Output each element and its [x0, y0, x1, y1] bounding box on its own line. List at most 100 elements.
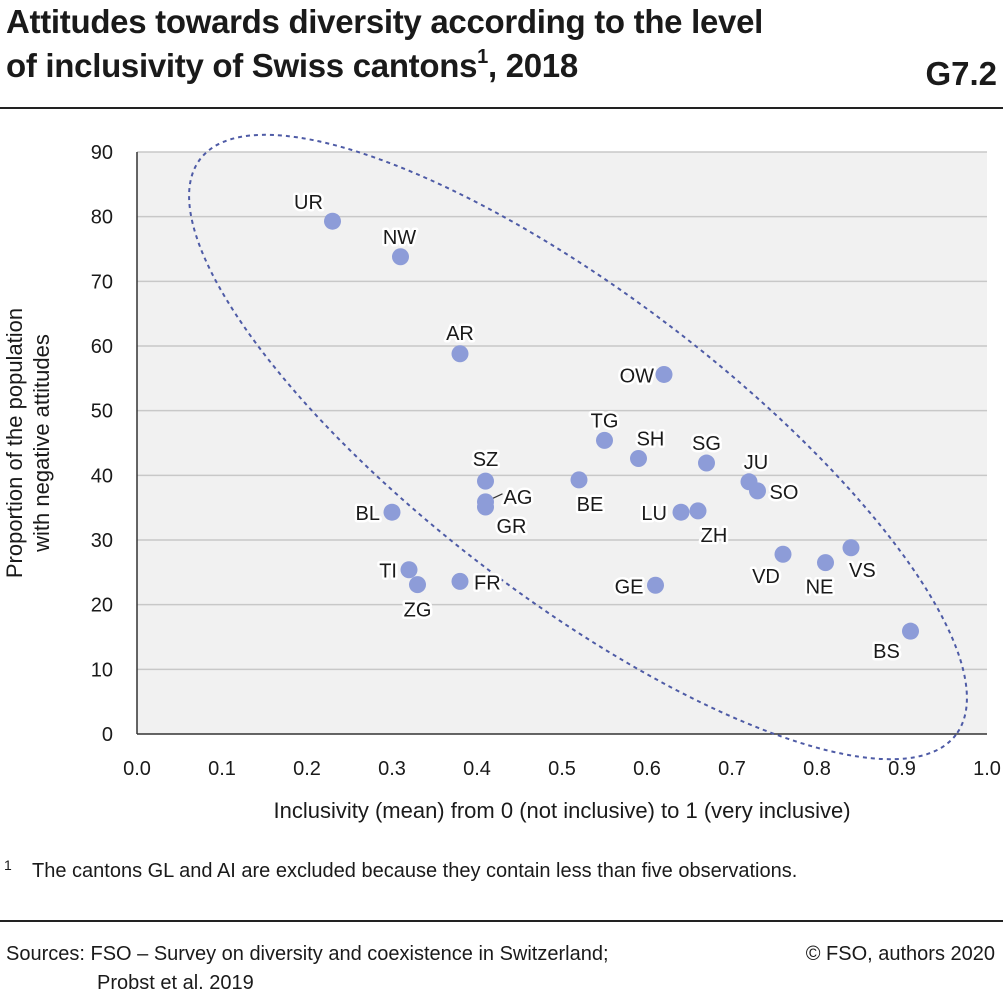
title-line-1: Attitudes towards diversity according to… — [6, 3, 764, 40]
y-tick-label: 90 — [91, 142, 113, 164]
point-ge — [647, 576, 664, 594]
copyright: © FSO, authors 2020 — [805, 943, 995, 965]
point-fr — [451, 572, 469, 590]
x-tick-label: 0.6 — [633, 758, 661, 780]
point-label-halo: TG — [591, 410, 619, 432]
y-axis-title-line-1: Proportion of the population — [2, 308, 27, 578]
point-vs — [842, 539, 860, 557]
point-ar — [451, 345, 469, 363]
point-label-sz: SZ — [473, 449, 499, 471]
point-label-halo: AR — [446, 323, 474, 345]
point-bl — [383, 503, 401, 521]
point-label-so: SO — [770, 482, 799, 504]
footnote-marker: 1 — [4, 857, 12, 873]
point-label-halo: BS — [873, 641, 900, 663]
x-tick-label: 0.3 — [378, 758, 406, 780]
chart-title: Attitudes towards diversity according to… — [6, 0, 906, 88]
point-label-zh: ZH — [701, 525, 728, 547]
point-label-halo: GE — [615, 576, 644, 598]
y-tick-label: 60 — [91, 336, 113, 358]
point-label-halo: SO — [770, 482, 799, 504]
point-so — [749, 482, 766, 500]
point-label-bl: BL — [356, 503, 380, 525]
footnote-text: The cantons GL and AI are excluded becau… — [32, 860, 798, 882]
point-label-halo: NE — [806, 577, 834, 599]
point-ow — [655, 365, 673, 383]
point-label-halo: VS — [849, 560, 876, 582]
point-label-tg: TG — [591, 410, 619, 432]
title-footnote-marker: 1 — [477, 46, 488, 68]
point-label-ow: OW — [620, 365, 655, 387]
x-tick-label: 0.5 — [548, 758, 576, 780]
point-label-halo: SG — [692, 433, 721, 455]
point-label-halo: TI — [379, 561, 397, 583]
point-label-halo: BE — [577, 494, 604, 516]
bottom-divider — [0, 920, 1003, 922]
x-tick-label: 0.4 — [463, 758, 491, 780]
x-tick-label: 0.2 — [293, 758, 321, 780]
point-label-halo: ZG — [404, 600, 432, 622]
point-label-halo: ZH — [701, 525, 728, 547]
y-tick-label: 70 — [91, 271, 113, 293]
point-label-fr: FR — [474, 572, 501, 594]
sources-line-2: Probst et al. 2019 — [97, 972, 254, 994]
x-tick-label: 0.8 — [803, 758, 831, 780]
point-label-gr: GR — [497, 516, 527, 538]
point-label-halo: VD — [752, 566, 780, 588]
point-tg — [596, 431, 613, 449]
point-label-be: BE — [577, 494, 604, 516]
point-zg — [409, 576, 426, 594]
y-tick-label: 0 — [102, 724, 113, 746]
point-label-sh: SH — [637, 429, 665, 451]
point-ne — [817, 554, 834, 572]
x-axis-title: Inclusivity (mean) from 0 (not inclusive… — [273, 798, 850, 823]
x-tick-label: 1.0 — [973, 758, 1001, 780]
point-label-ti: TI — [379, 561, 397, 583]
title-line-2: of inclusivity of Swiss cantons1, 2018 — [6, 44, 906, 88]
point-label-halo: LU — [641, 503, 667, 525]
point-label-ur: UR — [294, 192, 323, 214]
point-label-halo: OW — [620, 365, 655, 387]
point-label-halo: BL — [356, 503, 380, 525]
point-label-halo: GR — [497, 516, 527, 538]
point-vd — [774, 545, 792, 563]
point-label-vd: VD — [752, 566, 780, 588]
y-axis-title: Proportion of the populationwith negativ… — [2, 308, 54, 578]
point-label-lu: LU — [641, 503, 667, 525]
point-lu — [672, 503, 690, 521]
y-tick-label: 80 — [91, 207, 113, 229]
point-label-nw: NW — [383, 227, 416, 249]
point-label-halo: AG — [504, 487, 533, 509]
point-label-halo: FR — [474, 572, 501, 594]
title-line-2-tail: , 2018 — [487, 47, 578, 84]
point-sh — [630, 450, 647, 468]
point-zh — [689, 502, 707, 520]
y-tick-label: 10 — [91, 659, 113, 681]
point-label-zg: ZG — [404, 600, 432, 622]
point-label-halo: SH — [637, 429, 665, 451]
y-tick-label: 40 — [91, 465, 113, 487]
x-tick-label: 0.9 — [888, 758, 916, 780]
point-label-ju: JU — [744, 452, 768, 474]
point-sz — [477, 472, 494, 490]
point-gr — [477, 498, 494, 516]
x-tick-label: 0.0 — [123, 758, 151, 780]
y-tick-label: 30 — [91, 530, 113, 552]
point-label-ar: AR — [446, 323, 474, 345]
point-label-ge: GE — [615, 576, 644, 598]
point-sg — [698, 454, 715, 472]
graphic-code: G7.2 — [925, 55, 997, 92]
x-tick-label: 0.7 — [718, 758, 746, 780]
sources-line-1: Sources: FSO – Survey on diversity and c… — [6, 943, 609, 965]
top-divider — [0, 107, 1003, 109]
y-tick-label: 50 — [91, 401, 113, 423]
y-axis-title-line-2: with negative attitudes — [29, 334, 54, 553]
point-label-bs: BS — [873, 641, 900, 663]
point-label-vs: VS — [849, 560, 876, 582]
point-be — [570, 471, 588, 489]
point-label-halo: UR — [294, 192, 323, 214]
title-line-2-main: of inclusivity of Swiss cantons — [6, 47, 478, 84]
point-label-halo: NW — [383, 227, 416, 249]
point-bs — [902, 622, 919, 640]
point-label-halo: JU — [744, 452, 768, 474]
